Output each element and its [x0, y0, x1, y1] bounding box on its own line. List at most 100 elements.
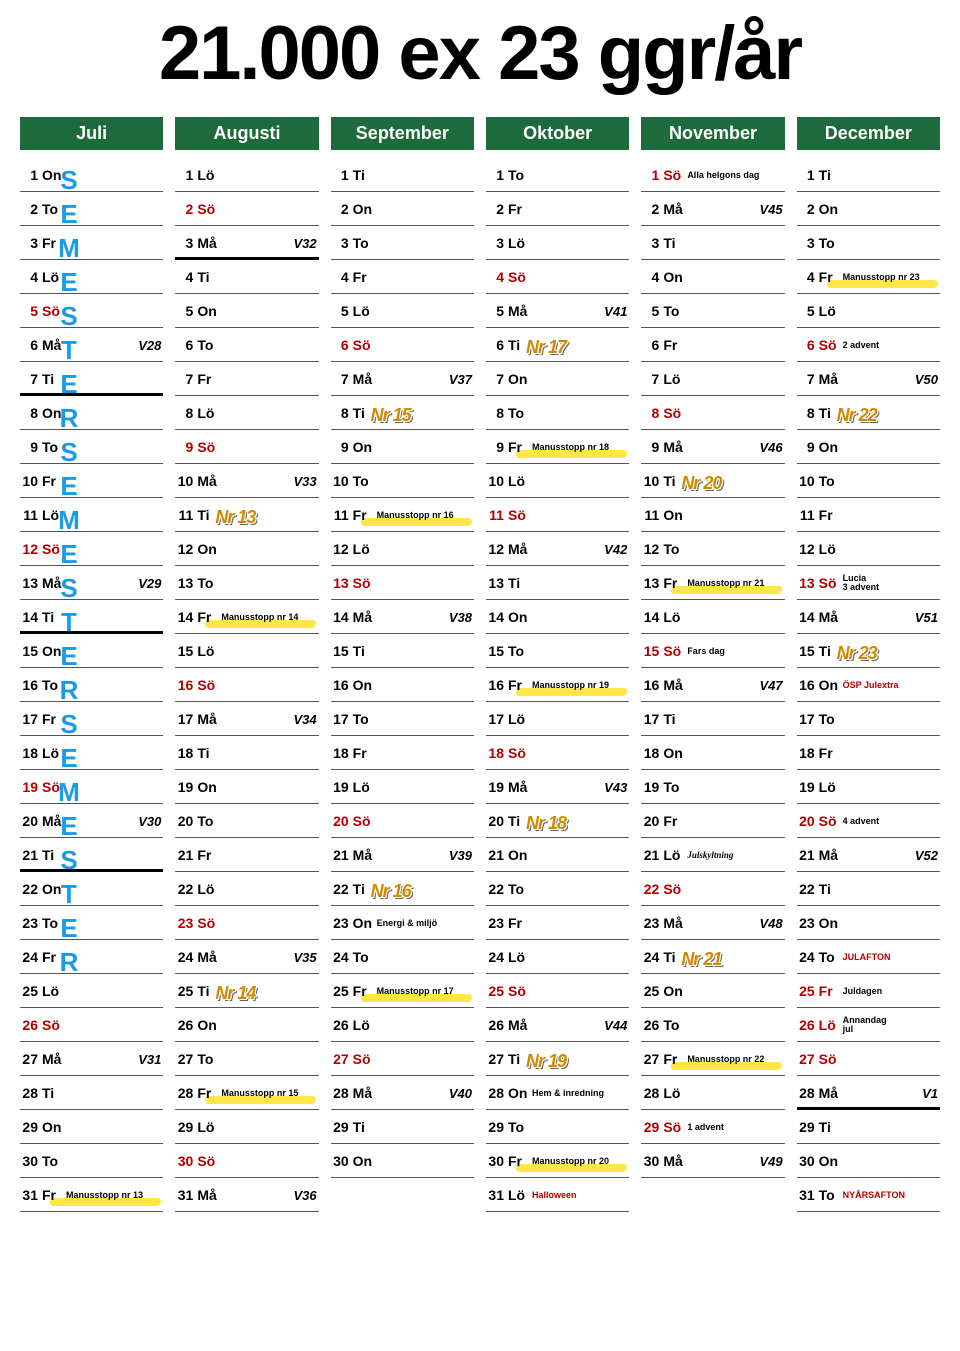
day-of-week: Fr — [663, 337, 685, 353]
day-row: 19Lö — [797, 770, 940, 804]
day-row: 3MåV32 — [175, 226, 318, 260]
day-row: 1To — [486, 158, 629, 192]
day-number: 23 — [331, 915, 349, 931]
day-row: 13To — [175, 566, 318, 600]
day-number: 9 — [797, 439, 815, 455]
day-row: 18On — [641, 736, 784, 770]
day-row: 1On — [20, 158, 163, 192]
week-number: V28 — [138, 338, 163, 353]
day-of-week: Må — [197, 235, 219, 251]
nr-badge: Nr 18 — [526, 813, 566, 834]
day-of-week: To — [663, 779, 685, 795]
day-number: 28 — [486, 1085, 504, 1101]
day-of-week: Må — [508, 779, 530, 795]
day-of-week: Fr — [42, 949, 64, 965]
day-of-week: Lö — [819, 541, 841, 557]
day-row: 24ToJULAFTON — [797, 940, 940, 974]
day-number: 9 — [20, 439, 38, 455]
day-of-week: Må — [663, 201, 685, 217]
day-number: 28 — [20, 1085, 38, 1101]
day-number: 11 — [797, 507, 815, 523]
week-number: V36 — [294, 1188, 319, 1203]
day-row: 28FrManusstopp nr 15 — [175, 1076, 318, 1110]
day-of-week: Sö — [197, 439, 219, 455]
day-of-week: Fr — [197, 371, 219, 387]
day-row: 6Sö2 advent — [797, 328, 940, 362]
day-of-week: To — [353, 473, 375, 489]
day-number: 3 — [797, 235, 815, 251]
day-number: 20 — [797, 813, 815, 829]
day-number: 22 — [331, 881, 349, 897]
day-number: 30 — [20, 1153, 38, 1169]
day-of-week: Fr — [508, 201, 530, 217]
day-of-week: Fr — [42, 1187, 64, 1203]
day-of-week: Må — [42, 1051, 64, 1067]
day-number: 19 — [175, 779, 193, 795]
day-of-week: Lö — [353, 303, 375, 319]
day-number: 16 — [486, 677, 504, 693]
day-number: 1 — [20, 167, 38, 183]
nr-badge: Nr 13 — [215, 507, 255, 528]
day-row: 22TiNr 16 — [331, 872, 474, 906]
day-row: 12Lö — [331, 532, 474, 566]
day-number: 26 — [486, 1017, 504, 1033]
day-number: 1 — [331, 167, 349, 183]
nr-badge: Nr 17 — [526, 337, 566, 358]
day-number: 6 — [641, 337, 659, 353]
day-number: 26 — [175, 1017, 193, 1033]
week-number: V48 — [760, 916, 785, 931]
day-number: 16 — [20, 677, 38, 693]
day-row: 1Lö — [175, 158, 318, 192]
day-number: 7 — [175, 371, 193, 387]
day-of-week: Lö — [508, 1187, 530, 1203]
day-row: 12Lö — [797, 532, 940, 566]
day-row: 10To — [797, 464, 940, 498]
day-number: 10 — [20, 473, 38, 489]
week-number: V1 — [922, 1086, 940, 1101]
day-row: 14On — [486, 600, 629, 634]
day-row: 19On — [175, 770, 318, 804]
day-row: 30MåV49 — [641, 1144, 784, 1178]
day-row: 25Sö — [486, 974, 629, 1008]
month-header: September — [331, 117, 474, 150]
day-row: 26MåV44 — [486, 1008, 629, 1042]
day-row: 3To — [331, 226, 474, 260]
day-row: 30To — [20, 1144, 163, 1178]
day-row: 13SöLucia 3 advent — [797, 566, 940, 600]
day-number: 21 — [486, 847, 504, 863]
day-row: 2On — [797, 192, 940, 226]
day-of-week: To — [508, 1119, 530, 1135]
day-of-week: Ti — [42, 609, 64, 625]
day-number: 28 — [797, 1085, 815, 1101]
day-of-week: Lö — [197, 405, 219, 421]
day-row: 24MåV35 — [175, 940, 318, 974]
week-number: V37 — [449, 372, 474, 387]
day-number: 1 — [797, 167, 815, 183]
day-number: 8 — [175, 405, 193, 421]
day-number: 29 — [331, 1119, 349, 1135]
day-number: 10 — [486, 473, 504, 489]
day-number: 21 — [797, 847, 815, 863]
day-number: 27 — [641, 1051, 659, 1067]
day-note: Manusstopp nr 21 — [687, 579, 764, 588]
day-number: 28 — [331, 1085, 349, 1101]
day-number: 15 — [175, 643, 193, 659]
day-row: 13FrManusstopp nr 21 — [641, 566, 784, 600]
day-of-week: Lö — [197, 167, 219, 183]
day-of-week: Sö — [819, 813, 841, 829]
day-row: 9To — [20, 430, 163, 464]
day-row: 7MåV37 — [331, 362, 474, 396]
day-of-week: To — [42, 1153, 64, 1169]
day-row: 24Lö — [486, 940, 629, 974]
day-of-week: Ti — [353, 167, 375, 183]
day-row: 27TiNr 19 — [486, 1042, 629, 1076]
day-row: 13Sö — [331, 566, 474, 600]
day-row: 2Fr — [486, 192, 629, 226]
day-number: 16 — [641, 677, 659, 693]
day-row: 28Lö — [641, 1076, 784, 1110]
day-number: 31 — [486, 1187, 504, 1203]
day-row: 6Fr — [641, 328, 784, 362]
nr-badge: Nr 22 — [837, 405, 877, 426]
day-of-week: Sö — [353, 575, 375, 591]
day-row: 11Fr — [797, 498, 940, 532]
